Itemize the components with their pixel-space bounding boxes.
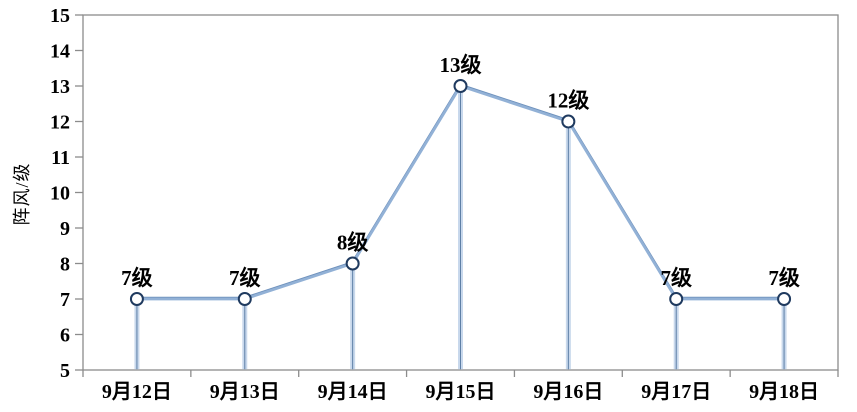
data-point-label: 8级 [337, 231, 369, 255]
y-tick-label: 9 [60, 218, 70, 240]
data-point-label: 13级 [440, 53, 482, 77]
data-point-label: 7级 [660, 266, 692, 290]
data-point-marker [129, 292, 144, 306]
data-point-marker [237, 292, 252, 306]
x-tick-label: 9月13日 [210, 381, 280, 403]
data-point-marker [345, 256, 360, 271]
data-point-marker [453, 79, 468, 93]
data-point-marker [669, 292, 684, 306]
y-tick-label: 6 [60, 325, 70, 347]
y-axis-title: 阵风/级 [12, 162, 32, 226]
x-tick-label: 9月16日 [533, 381, 603, 403]
data-point-marker [777, 292, 792, 306]
y-tick-label: 8 [60, 254, 70, 276]
data-point-label: 7级 [768, 266, 800, 290]
y-tick-label: 13 [50, 76, 70, 98]
y-tick-label: 10 [50, 183, 70, 205]
x-tick-label: 9月12日 [102, 381, 172, 403]
x-tick-label: 9月15日 [426, 381, 496, 403]
x-tick-label: 9月14日 [318, 381, 388, 403]
y-tick-label: 12 [50, 112, 70, 134]
y-tick-label: 11 [51, 147, 70, 169]
y-tick-label: 14 [50, 41, 70, 63]
data-point-marker [561, 114, 576, 129]
data-point-label: 12级 [547, 89, 589, 113]
x-tick-label: 9月17日 [641, 381, 711, 403]
x-tick-label: 9月18日 [749, 381, 819, 403]
y-tick-label: 5 [60, 360, 70, 382]
y-tick-label: 7 [60, 289, 70, 311]
data-point-label: 7级 [229, 266, 261, 290]
data-point-label: 7级 [121, 266, 153, 290]
y-tick-label: 15 [50, 5, 70, 27]
